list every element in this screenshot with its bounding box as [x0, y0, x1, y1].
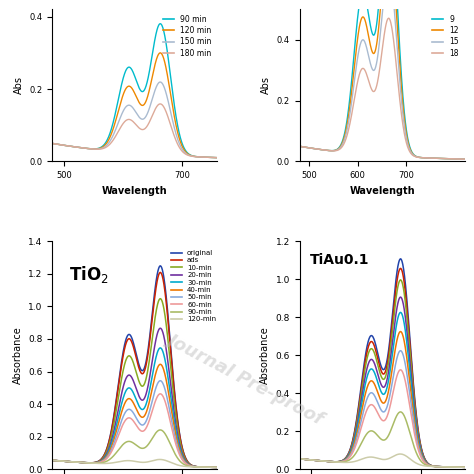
- Y-axis label: Absorbance: Absorbance: [12, 327, 22, 384]
- Text: TiO$_2$: TiO$_2$: [69, 264, 108, 285]
- X-axis label: Wavelength: Wavelength: [102, 186, 167, 196]
- X-axis label: Wavelength: Wavelength: [349, 186, 415, 196]
- Y-axis label: Abs: Abs: [261, 76, 271, 94]
- Legend: original, ads, 10-min, 20-min, 30-min, 40-min, 50-min, 60-min, 90-min, 120-min: original, ads, 10-min, 20-min, 30-min, 4…: [171, 249, 217, 323]
- Y-axis label: Absorbance: Absorbance: [260, 327, 270, 384]
- Y-axis label: Abs: Abs: [14, 76, 24, 94]
- Text: Journal Pre-proof: Journal Pre-proof: [165, 330, 328, 428]
- Legend: 9, 12, 15, 18: 9, 12, 15, 18: [430, 13, 461, 59]
- Text: TiAu0.1: TiAu0.1: [310, 253, 369, 267]
- Legend: 90 min, 120 min, 150 min, 180 min: 90 min, 120 min, 150 min, 180 min: [161, 13, 213, 59]
